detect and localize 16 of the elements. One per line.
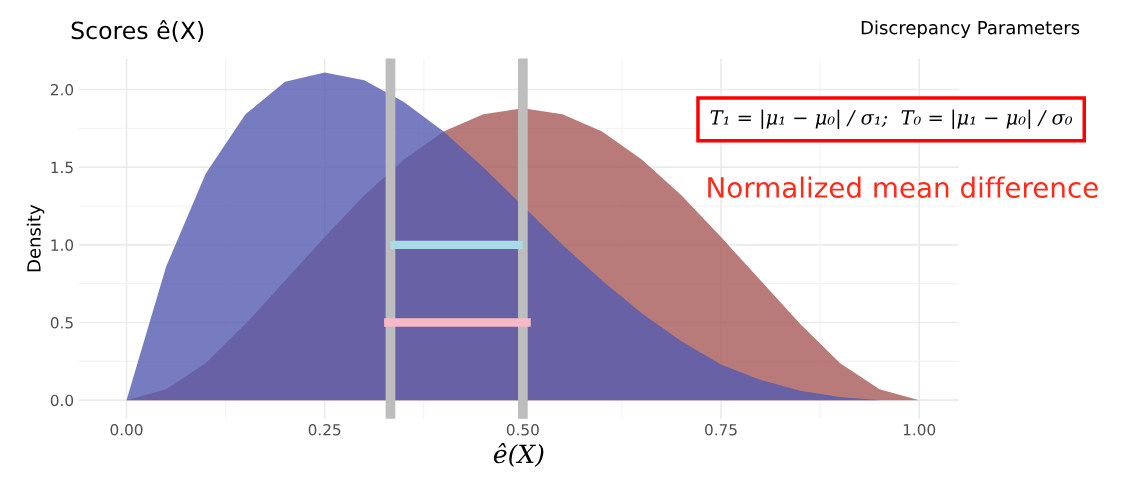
x-tick-label: 1.00: [903, 423, 936, 436]
y-tick-label: 0.0: [50, 394, 74, 407]
y-tick-label: 2.0: [50, 83, 74, 96]
x-tick-label: 0.25: [308, 423, 341, 436]
y-axis-title: Density: [26, 204, 45, 272]
y-tick-label: 1.5: [51, 161, 73, 174]
annotation: Normalized mean difference: [708, 176, 1098, 198]
y-tick-label: 0.5: [50, 316, 73, 329]
x-tick-label: 0.50: [506, 423, 539, 436]
annotation: T₁ = |μ₁ − μ₀| / σ₁; T₀ = |μ₁ − μ₀| / σ₀: [710, 109, 1073, 130]
text: Discrepancy Parameters: [861, 20, 1080, 38]
x-axis-title: ê(X): [493, 443, 544, 467]
x-tick-label: 0.75: [705, 423, 737, 436]
x-tick-label: 0.00: [110, 423, 143, 436]
y-tick-label: 1.0: [51, 239, 74, 251]
chart-title: Scores ê(X): [71, 20, 204, 43]
